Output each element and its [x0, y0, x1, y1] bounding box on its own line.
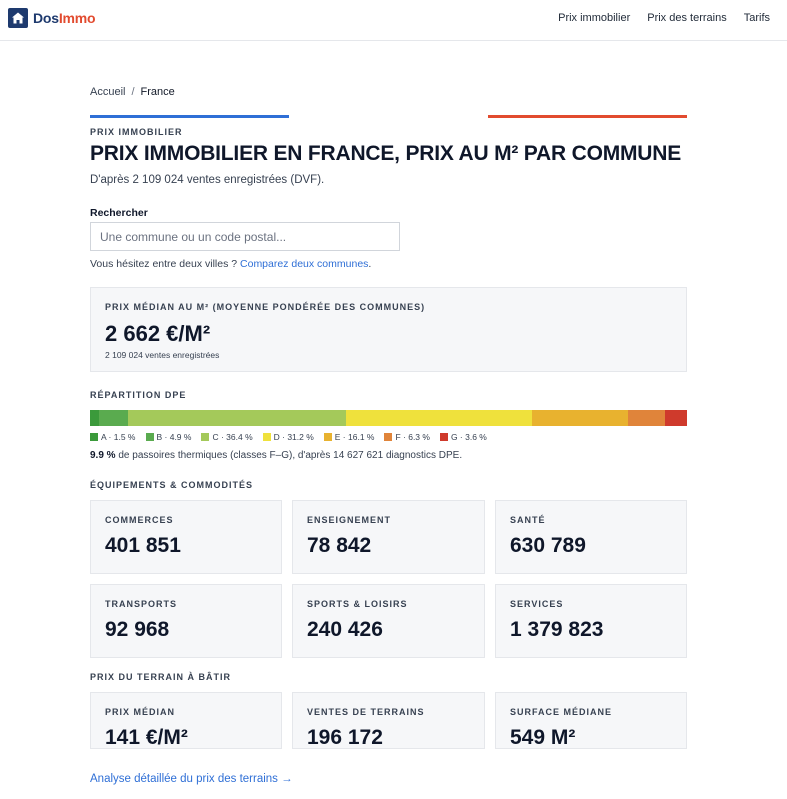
home-icon [8, 8, 28, 28]
dpe-segment-a [90, 410, 99, 426]
dpe-legend-swatch [439, 433, 448, 441]
dpe-legend-swatch [90, 433, 98, 441]
stat-value: 1 379 823 [510, 618, 604, 641]
dpe-legend: A · 1.5 % B · 4.9 % C · 36.4 % D · 31.2 % E … [90, 432, 487, 442]
terrain-grid: PRIX MÉDIAN 141 €/M² VENTES DE TERRAINS … [90, 692, 687, 749]
dpe-segment-f [627, 410, 666, 426]
stat-label: SERVICES [510, 599, 564, 609]
dpe-legend-label: C · 36.4 % [212, 432, 253, 442]
stat-value: 401 851 [105, 534, 181, 557]
stat-label: VENTES DE TERRAINS [307, 707, 425, 717]
logo-link[interactable]: DosImmo [8, 8, 96, 28]
dpe-legend-item: E · 16.1 % [323, 432, 375, 442]
median-kicker: PRIX MÉDIAN AU M² (MOYENNE PONDÉRÉE DES … [105, 302, 426, 312]
dpe-bar [90, 410, 687, 426]
stat-value: 240 426 [307, 618, 383, 641]
dpe-legend-label: E · 16.1 % [334, 432, 375, 442]
stat-label: TRANSPORTS [105, 599, 178, 609]
breadcrumb-separator: / [131, 86, 135, 98]
logo-immo: Immo [58, 10, 96, 26]
stat-label: ENSEIGNEMENT [307, 515, 392, 525]
dpe-note-text: de passoires thermiques (classes F–G), d… [118, 450, 463, 461]
dpe-kicker: RÉPARTITION DPE [90, 390, 187, 400]
main-nav: Prix immobilier Prix des terrains Tarifs [558, 12, 770, 24]
dpe-legend-item: G · 3.6 % [439, 432, 487, 442]
stat-value: 549 M² [510, 726, 576, 749]
dpe-legend-label: F · 6.3 % [395, 432, 430, 442]
dpe-legend-swatch [323, 433, 332, 441]
stat-label: SPORTS & LOISIRS [307, 599, 408, 609]
stat-card-sports-loisirs: SPORTS & LOISIRS 240 426 [292, 584, 485, 658]
stat-card-surface-mediane: SURFACE MÉDIANE 549 M² [495, 692, 687, 749]
stat-card-services: SERVICES 1 379 823 [495, 584, 687, 658]
dpe-legend-swatch [201, 433, 210, 441]
dpe-legend-item: C · 36.4 % [201, 432, 253, 442]
stat-card-enseignement: ENSEIGNEMENT 78 842 [292, 500, 485, 574]
stat-value: 196 172 [307, 726, 383, 749]
stat-value: 630 789 [510, 534, 586, 557]
top-navbar: DosImmo Prix immobilier Prix des terrain… [0, 0, 787, 41]
logo-dos: Dos [33, 10, 59, 26]
stat-label: PRIX MÉDIAN [105, 707, 176, 717]
dpe-legend-label: G · 3.6 % [450, 432, 487, 442]
stat-card-ventes-terrains: VENTES DE TERRAINS 196 172 [292, 692, 485, 749]
nav-prix-terrains[interactable]: Prix des terrains [647, 12, 727, 24]
stat-label: COMMERCES [105, 515, 174, 525]
stat-label: SANTÉ [510, 515, 546, 525]
dpe-legend-swatch [145, 433, 154, 441]
dpe-legend-label: A · 1.5 % [101, 432, 136, 442]
page-subtitle: D'après 2 109 024 ventes enregistrées (D… [90, 174, 325, 186]
breadcrumb-current: France [140, 86, 175, 98]
dpe-segment-d [345, 410, 532, 426]
nav-prix-immobilier[interactable]: Prix immobilier [558, 12, 631, 24]
stat-card-sante: SANTÉ 630 789 [495, 500, 687, 574]
accent-rule-red [488, 115, 687, 118]
compare-link[interactable]: Comparez deux communes [240, 258, 369, 270]
stat-card-prix-median: PRIX MÉDIAN 141 €/M² [90, 692, 282, 749]
stat-card-commerces: COMMERCES 401 851 [90, 500, 282, 574]
search-label: Rechercher [90, 207, 148, 219]
dpe-legend-item: F · 6.3 % [384, 432, 430, 442]
breadcrumb: Accueil / France [90, 86, 175, 98]
dpe-legend-item: D · 31.2 % [262, 432, 314, 442]
stat-card-transports: TRANSPORTS 92 968 [90, 584, 282, 658]
terrain-kicker: PRIX DU TERRAIN À BÂTIR [90, 672, 232, 682]
search-input[interactable] [90, 222, 400, 251]
median-price-card: PRIX MÉDIAN AU M² (MOYENNE PONDÉRÉE DES … [90, 287, 687, 372]
page-kicker: PRIX IMMOBILIER [90, 127, 183, 137]
stat-value: 141 €/M² [105, 726, 188, 749]
dpe-segment-b [98, 410, 129, 426]
dpe-segment-g [665, 410, 687, 426]
stat-value: 92 968 [105, 618, 170, 641]
terrain-analysis-link[interactable]: Analyse détaillée du prix des terrains → [90, 773, 293, 785]
stat-value: 78 842 [307, 534, 372, 557]
nav-tarifs[interactable]: Tarifs [743, 12, 770, 24]
compare-line: Vous hésitez entre deux villes ? Compare… [90, 258, 371, 270]
breadcrumb-home[interactable]: Accueil [90, 86, 126, 98]
dpe-note-strong: 9.9 % [90, 450, 116, 461]
compare-prefix: Vous hésitez entre deux villes ? [90, 258, 238, 270]
dpe-segment-e [531, 410, 628, 426]
dpe-legend-label: D · 31.2 % [273, 432, 314, 442]
dpe-note: 9.9 % de passoires thermiques (classes F… [90, 450, 462, 461]
median-value: 2 662 €/M² [105, 321, 211, 346]
accent-rule-blue [90, 115, 289, 118]
equipements-grid: COMMERCES 401 851 ENSEIGNEMENT 78 842 SA… [90, 500, 687, 658]
equipements-kicker: ÉQUIPEMENTS & COMMODITÉS [90, 480, 254, 490]
median-sub: 2 109 024 ventes enregistrées [105, 350, 220, 360]
compare-suffix: . [368, 258, 372, 270]
logo-text: DosImmo [33, 10, 96, 26]
dpe-legend-item: A · 1.5 % [90, 432, 136, 442]
stat-label: SURFACE MÉDIANE [510, 707, 613, 717]
dpe-legend-item: B · 4.9 % [145, 432, 192, 442]
dpe-legend-swatch [262, 433, 271, 441]
dpe-legend-label: B · 4.9 % [156, 432, 192, 442]
dpe-legend-swatch [384, 433, 393, 441]
page-title: PRIX IMMOBILIER EN FRANCE, PRIX AU M² PA… [90, 142, 682, 165]
dpe-segment-c [128, 410, 346, 426]
